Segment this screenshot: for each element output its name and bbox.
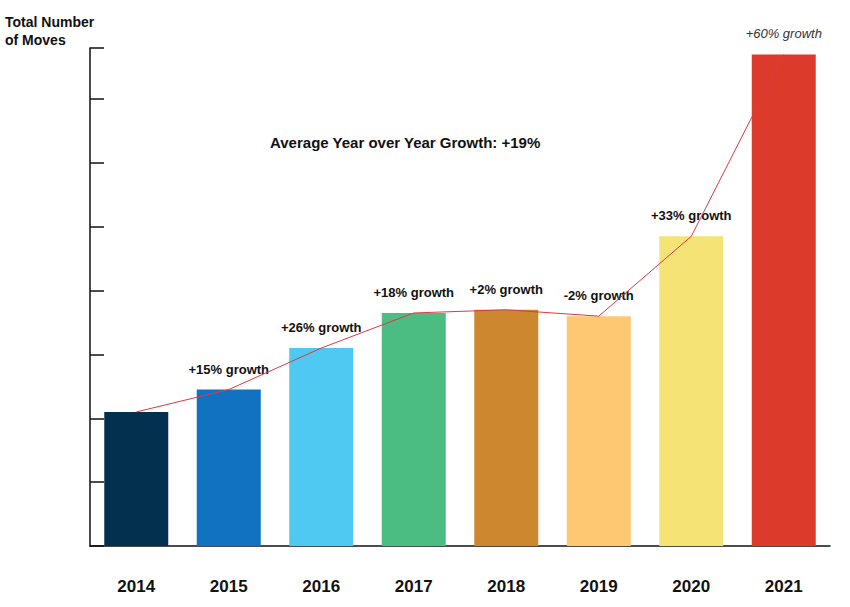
svg-text:+33% growth: +33% growth bbox=[651, 208, 732, 223]
svg-text:2018: 2018 bbox=[487, 577, 525, 596]
svg-text:2015: 2015 bbox=[210, 577, 248, 596]
svg-text:Total Number: Total Number bbox=[5, 14, 98, 30]
svg-text:2021: 2021 bbox=[765, 577, 803, 596]
svg-text:+18% growth: +18% growth bbox=[373, 285, 454, 300]
svg-text:2016: 2016 bbox=[302, 577, 340, 596]
svg-text:+26% growth: +26% growth bbox=[281, 320, 362, 335]
svg-text:2017: 2017 bbox=[395, 577, 433, 596]
svg-text:of Moves: of Moves bbox=[5, 32, 66, 48]
svg-text:2014: 2014 bbox=[117, 577, 155, 596]
svg-text:-2% growth: -2% growth bbox=[564, 288, 634, 303]
svg-text:2019: 2019 bbox=[580, 577, 618, 596]
svg-text:2020: 2020 bbox=[672, 577, 710, 596]
svg-text:+60% growth: +60% growth bbox=[746, 26, 822, 41]
svg-text:+15% growth: +15% growth bbox=[188, 362, 269, 377]
svg-text:Average Year over Year Growth:: Average Year over Year Growth: +19% bbox=[270, 134, 540, 151]
svg-text:+2% growth: +2% growth bbox=[470, 282, 543, 297]
